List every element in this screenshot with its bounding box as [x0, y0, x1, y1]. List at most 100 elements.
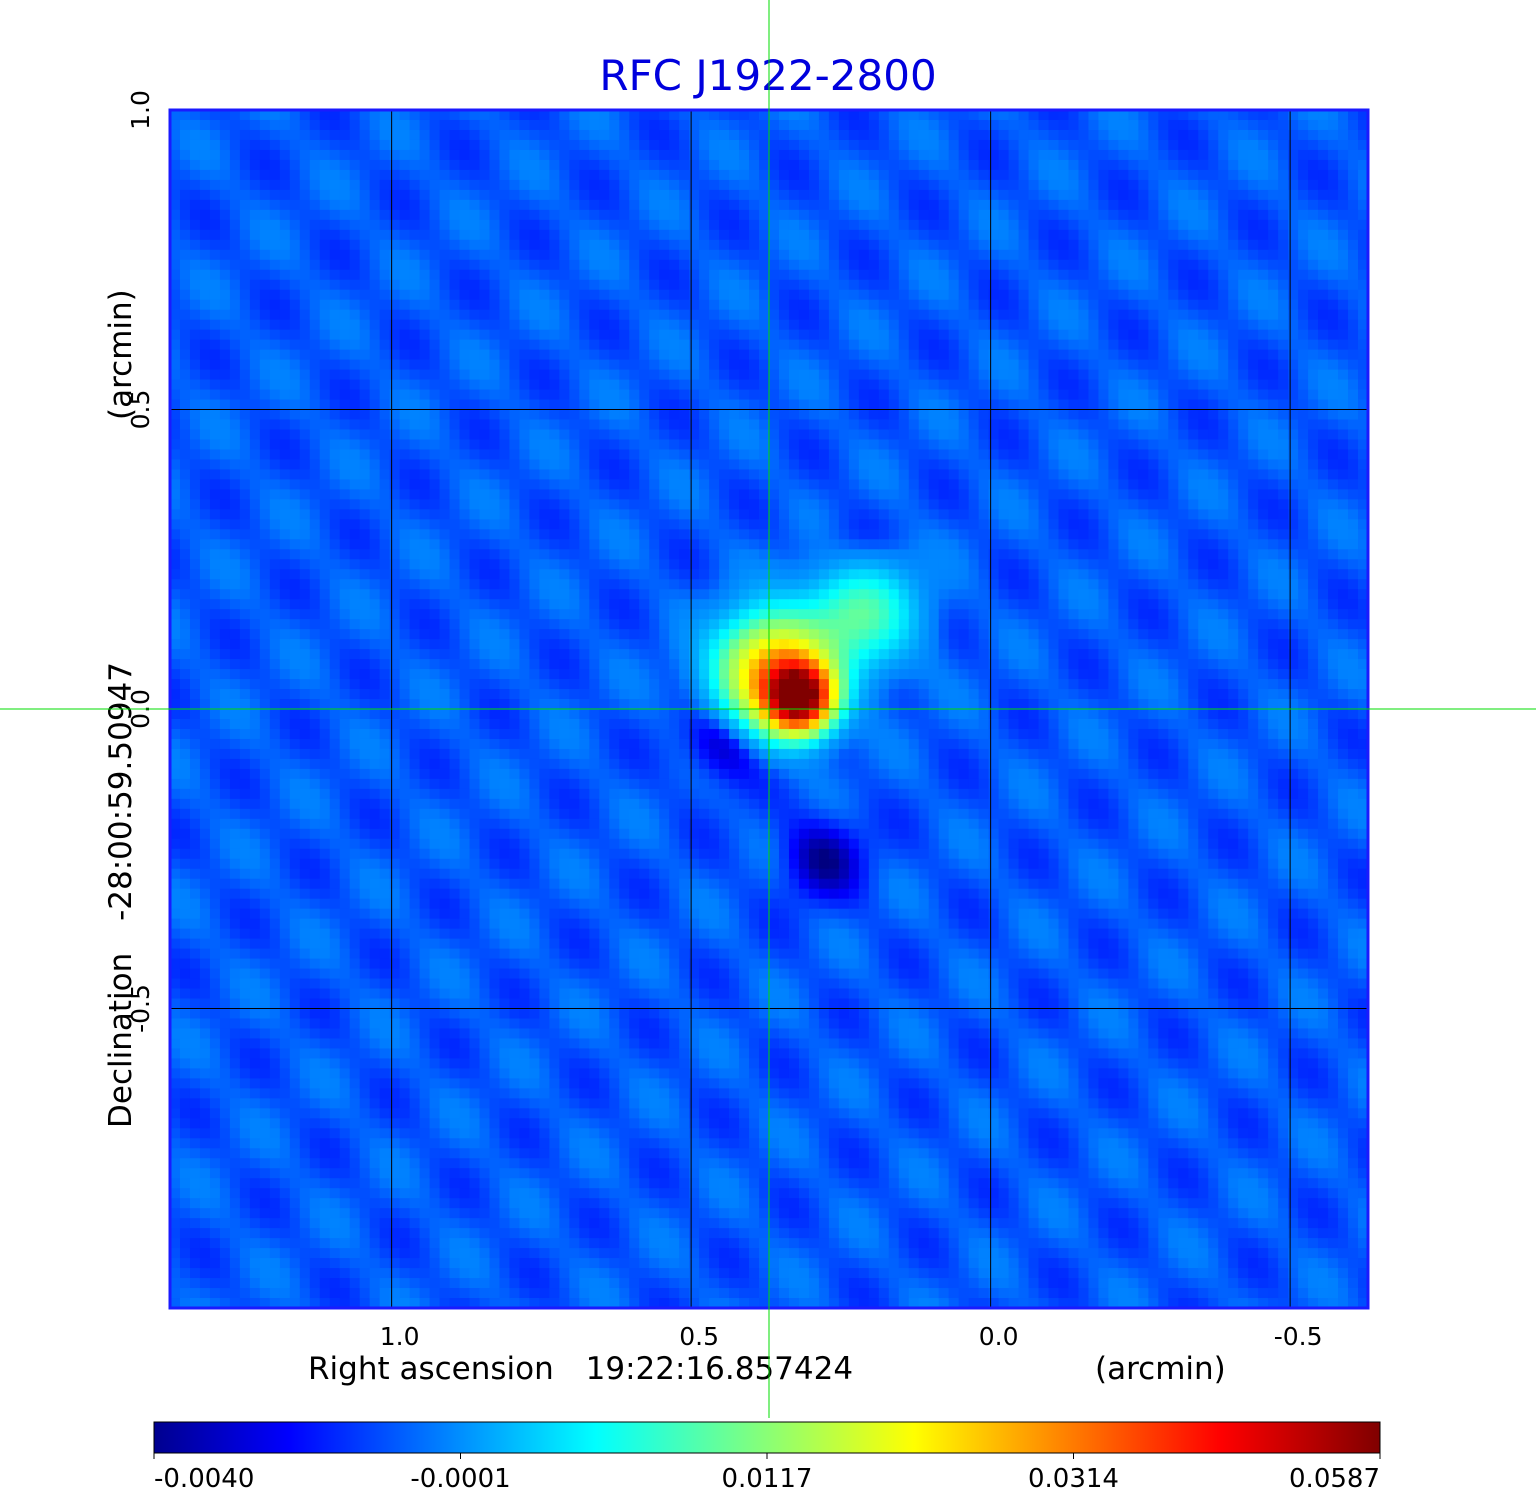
heatmap-cell	[479, 469, 491, 480]
heatmap-cell	[170, 279, 181, 291]
heatmap-cell	[299, 509, 311, 520]
heatmap-cell	[279, 409, 291, 421]
heatmap-cell	[409, 249, 421, 261]
heatmap-cell	[269, 639, 281, 650]
heatmap-cell	[529, 339, 540, 351]
heatmap-cell	[199, 1218, 211, 1229]
heatmap-cell	[559, 768, 570, 780]
heatmap-cell	[249, 309, 261, 321]
heatmap-cell	[229, 1078, 241, 1089]
heatmap-cell	[399, 1098, 411, 1109]
heatmap-cell	[419, 728, 431, 740]
heatmap-cell	[259, 998, 271, 1010]
heatmap-cell	[389, 339, 401, 351]
heatmap-cell	[419, 1088, 431, 1099]
heatmap-cell	[369, 1088, 381, 1099]
heatmap-cell	[389, 928, 401, 940]
heatmap-cell	[229, 978, 241, 990]
heatmap-cell	[189, 559, 201, 570]
heatmap-cell	[239, 938, 251, 950]
heatmap-cell	[559, 299, 570, 311]
heatmap-cell	[329, 1008, 341, 1020]
heatmap-cell	[269, 519, 281, 530]
heatmap-cell	[199, 129, 211, 141]
heatmap-cell	[359, 129, 371, 141]
heatmap-cell	[539, 1248, 550, 1259]
heatmap-cell	[539, 1298, 550, 1308]
heatmap-cell	[269, 898, 281, 910]
heatmap-cell	[379, 509, 391, 520]
heatmap-cell	[309, 499, 321, 510]
heatmap-cell	[329, 778, 341, 790]
heatmap-cell	[439, 379, 451, 391]
heatmap-cell	[519, 299, 530, 311]
heatmap-cell	[569, 379, 580, 391]
heatmap-cell	[579, 838, 590, 850]
heatmap-cell	[170, 559, 181, 570]
heatmap-cell	[539, 1148, 550, 1159]
heatmap-cell	[479, 209, 491, 221]
heatmap-cell	[529, 229, 540, 241]
heatmap-cell	[309, 798, 321, 810]
heatmap-cell	[229, 1028, 241, 1040]
heatmap-cell	[309, 1228, 321, 1239]
heatmap-cell	[349, 908, 361, 920]
heatmap-cell	[569, 439, 580, 451]
heatmap-cell	[529, 679, 540, 690]
heatmap-cell	[479, 629, 491, 640]
heatmap-cell	[249, 1138, 261, 1149]
heatmap-cell	[219, 1048, 231, 1060]
heatmap-cell	[499, 289, 511, 301]
heatmap-cell	[219, 1128, 231, 1139]
heatmap-cell	[359, 269, 371, 281]
heatmap-cell	[219, 269, 231, 281]
heatmap-cell	[479, 888, 491, 900]
heatmap-cell	[529, 419, 540, 431]
heatmap-cell	[439, 1038, 451, 1050]
heatmap-cell	[289, 1288, 301, 1299]
heatmap-cell	[239, 978, 251, 990]
heatmap-cell	[549, 1038, 560, 1050]
heatmap-cell	[439, 329, 451, 341]
heatmap-cell	[419, 379, 431, 391]
heatmap-cell	[399, 179, 411, 191]
heatmap-cell	[259, 179, 271, 191]
heatmap-cell	[309, 399, 321, 411]
heatmap-cell	[279, 529, 291, 540]
heatmap-cell	[409, 189, 421, 201]
heatmap-cell	[349, 329, 361, 341]
heatmap-cell	[399, 1168, 411, 1179]
heatmap-cell	[359, 329, 371, 341]
heatmap-cell	[289, 968, 301, 980]
heatmap-cell	[409, 908, 421, 920]
heatmap-cell	[509, 369, 521, 381]
heatmap-cell	[379, 379, 391, 391]
heatmap-cell	[429, 1068, 441, 1079]
heatmap-cell	[319, 728, 331, 740]
heatmap-cell	[189, 649, 201, 660]
heatmap-cell	[249, 509, 261, 520]
heatmap-cell	[219, 1038, 231, 1050]
heatmap-cell	[369, 1258, 381, 1269]
heatmap-cell	[229, 229, 241, 241]
heatmap-cell	[259, 259, 271, 271]
heatmap-cell	[409, 389, 421, 401]
heatmap-cell	[189, 209, 201, 221]
heatmap-cell	[229, 808, 241, 820]
heatmap-cell	[379, 1248, 391, 1259]
heatmap-cell	[229, 159, 241, 171]
heatmap-cell	[559, 948, 570, 960]
heatmap-cell	[579, 828, 590, 840]
heatmap-cell	[459, 249, 471, 261]
heatmap-cell	[269, 768, 281, 780]
heatmap-cell	[409, 619, 421, 630]
heatmap-cell	[409, 309, 421, 321]
heatmap-cell	[399, 798, 411, 810]
heatmap-cell	[529, 1028, 540, 1040]
heatmap-cell	[279, 1228, 291, 1239]
heatmap-cell	[289, 619, 301, 630]
heatmap-cell	[269, 479, 281, 490]
heatmap-cell	[539, 1018, 550, 1030]
heatmap-cell	[259, 818, 271, 830]
heatmap-cell	[509, 529, 521, 540]
